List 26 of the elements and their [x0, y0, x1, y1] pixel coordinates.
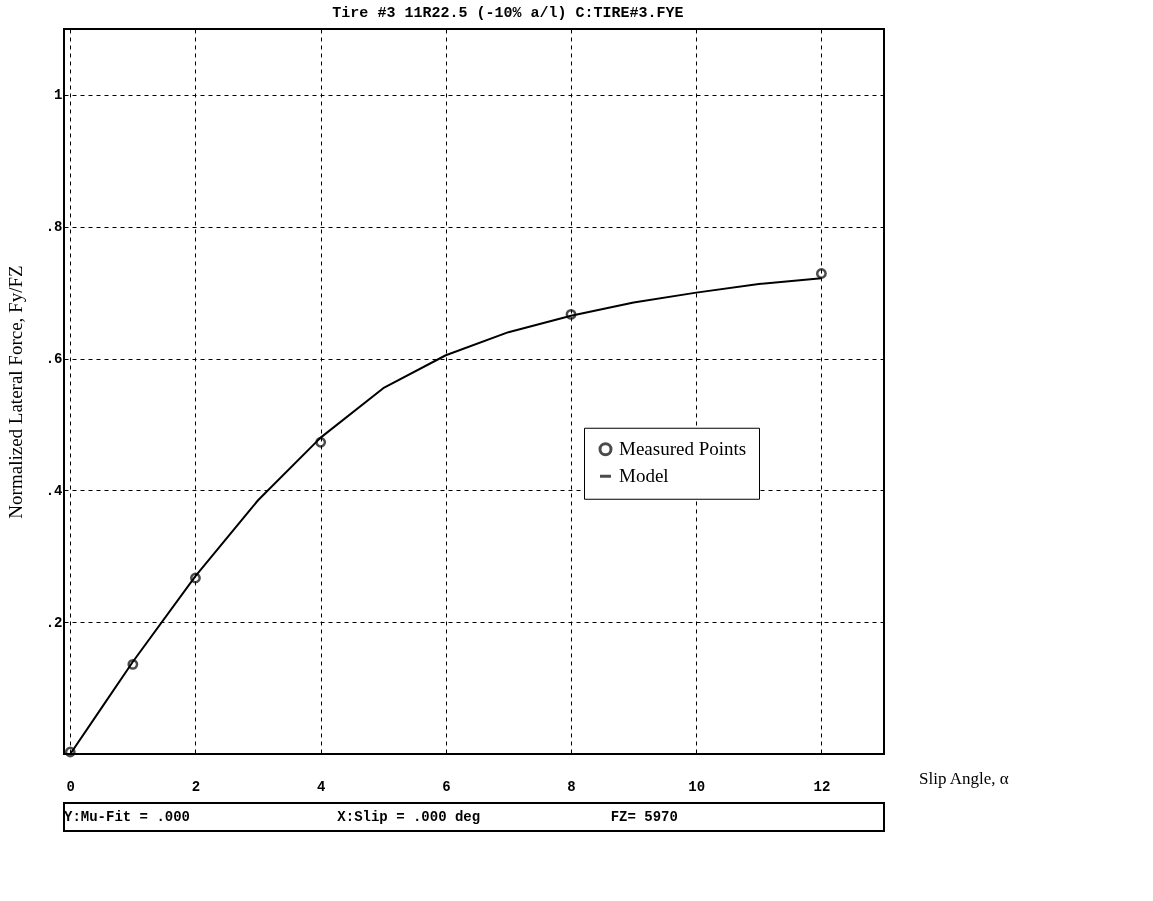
x-tick-label: 8	[567, 778, 576, 795]
x-tick-label: 12	[813, 778, 831, 795]
point	[127, 658, 139, 670]
chart-title: Tire #3 11R22.5 (-10% a/l) C:TIRE#3.FYE	[332, 5, 684, 22]
x-tick-label: 0	[66, 778, 75, 795]
legend-label: Model	[619, 465, 669, 487]
point	[190, 572, 201, 584]
text: Y:Mu-Fit = .000	[64, 809, 191, 825]
y-tick-label: .4	[45, 482, 63, 499]
x-tick-label: 2	[191, 778, 201, 795]
x-tick-label: 4	[316, 778, 326, 795]
y-axis-title: Normalized Lateral Force, Fy/FZ	[4, 265, 26, 519]
point	[64, 746, 76, 758]
text: FZ= 5970	[610, 809, 678, 825]
legend-label: Measured Points	[619, 438, 747, 460]
point	[565, 308, 577, 320]
y-tick-label: .2	[45, 614, 63, 631]
x-tick-label: 10	[688, 778, 706, 795]
y-tick-label: .6	[45, 351, 63, 368]
y-tick-label: .8	[45, 219, 63, 236]
y-tick-label: 1	[54, 87, 63, 104]
x-axis-title: Slip Angle, α	[919, 769, 1009, 788]
text: X:Slip = .000 deg	[337, 809, 481, 825]
point	[815, 268, 827, 279]
x-tick-label: 6	[442, 778, 451, 795]
point	[315, 436, 327, 448]
